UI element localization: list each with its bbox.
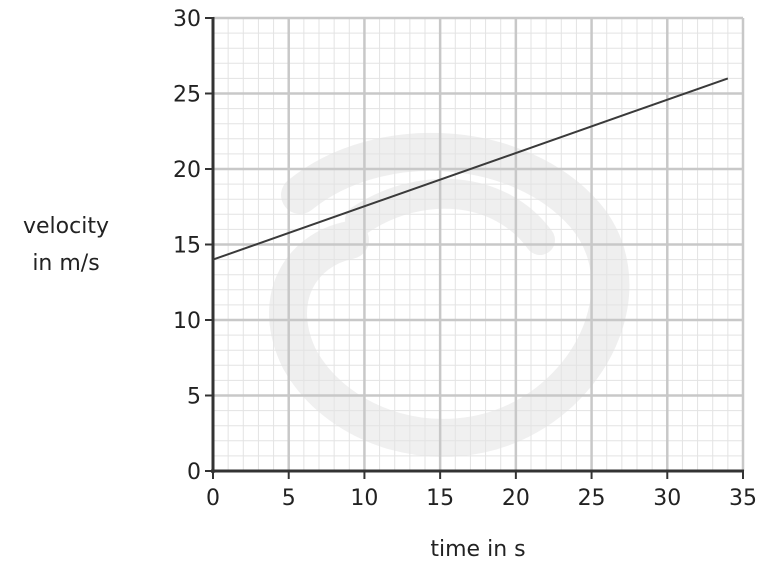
grid-major (211, 16, 745, 473)
y-tick-label: 5 (187, 385, 201, 410)
x-tick-label: 10 (350, 486, 378, 511)
y-tick-label: 20 (173, 158, 201, 183)
x-tick-label: 35 (729, 486, 757, 511)
y-axis-label-line-1: velocity (23, 214, 109, 239)
y-tick-label: 15 (173, 234, 201, 259)
y-axis-label-line-2: in m/s (32, 251, 99, 276)
series-group (212, 77, 729, 261)
x-tick-label: 25 (578, 486, 606, 511)
x-tick-label: 15 (426, 486, 454, 511)
ticks: 0 5 10 15 20 25 30 35 0 5 10 15 20 25 30 (173, 7, 757, 511)
x-tick-label: 5 (282, 486, 296, 511)
x-tick-label: 30 (653, 486, 681, 511)
y-tick-label: 30 (173, 7, 201, 32)
y-tick-label: 0 (187, 460, 201, 485)
velocity-line (212, 77, 729, 261)
x-tick-label: 20 (502, 486, 530, 511)
x-tick-label: 0 (206, 486, 220, 511)
x-axis-label: time in s (430, 537, 525, 562)
y-tick-label: 10 (173, 309, 201, 334)
y-tick-label: 25 (173, 83, 201, 108)
